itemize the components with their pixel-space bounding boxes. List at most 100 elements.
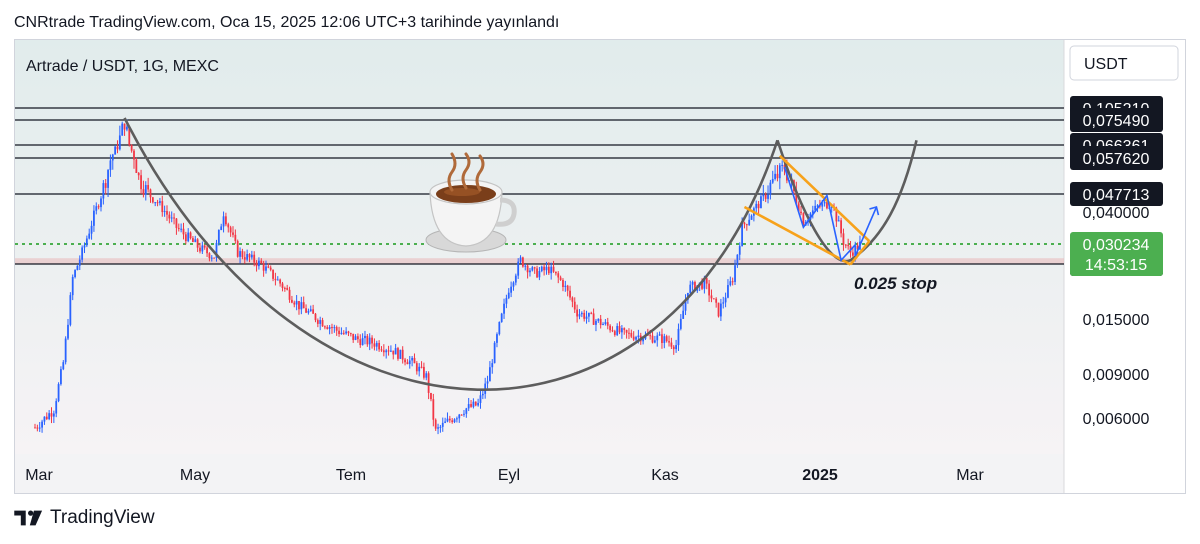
candle-body bbox=[321, 320, 324, 327]
candle-body bbox=[279, 279, 282, 284]
candle-body bbox=[526, 265, 529, 273]
candle-body bbox=[851, 252, 854, 256]
candle-body bbox=[375, 342, 378, 347]
candle-body bbox=[573, 301, 576, 310]
candle-body bbox=[76, 265, 79, 271]
candle-body bbox=[533, 267, 536, 269]
candle-body bbox=[111, 154, 114, 161]
candle-body bbox=[170, 217, 173, 219]
candle-body bbox=[208, 253, 211, 259]
candle-body bbox=[729, 281, 732, 286]
candle-body bbox=[757, 203, 760, 209]
candle-body bbox=[444, 421, 447, 423]
candle-body bbox=[731, 281, 734, 283]
candle-body bbox=[762, 194, 765, 197]
candle-body bbox=[677, 328, 680, 346]
candle-body bbox=[503, 303, 505, 314]
candle-body bbox=[243, 257, 246, 260]
candle-body bbox=[300, 302, 303, 310]
x-tick-label: Kas bbox=[651, 467, 679, 484]
candle-body bbox=[93, 210, 95, 226]
candle-body bbox=[613, 331, 616, 335]
candle-body bbox=[78, 259, 81, 266]
candle-body bbox=[62, 362, 65, 370]
candle-body bbox=[130, 145, 133, 151]
candle-body bbox=[767, 194, 769, 199]
wedge-apex bbox=[849, 240, 871, 266]
candle-body bbox=[305, 308, 307, 313]
stop-annotation: 0.025 stop bbox=[854, 274, 937, 293]
candle-body bbox=[769, 182, 772, 195]
candle-body bbox=[210, 257, 213, 259]
candle-body bbox=[215, 242, 218, 259]
candle-body bbox=[48, 413, 51, 420]
candle-body bbox=[316, 320, 319, 324]
y-tick-label: 0,040000 bbox=[1083, 205, 1150, 222]
candle-body bbox=[246, 254, 249, 260]
candle-body bbox=[724, 297, 727, 303]
candle-body bbox=[599, 318, 602, 325]
candle-body bbox=[682, 310, 685, 319]
candle-body bbox=[192, 238, 194, 242]
candle-body bbox=[361, 338, 364, 346]
candle-body bbox=[602, 323, 604, 325]
candle-body bbox=[390, 350, 392, 352]
currency-button[interactable]: USDT bbox=[1069, 45, 1179, 81]
candle-body bbox=[592, 313, 595, 325]
candle-body bbox=[750, 215, 753, 220]
candle-body bbox=[229, 227, 232, 233]
candle-body bbox=[133, 150, 135, 160]
candle-body bbox=[854, 245, 857, 256]
candle-body bbox=[684, 299, 687, 311]
candle-body bbox=[213, 257, 216, 259]
candle-body bbox=[778, 165, 781, 179]
candle-body bbox=[616, 326, 619, 335]
candle-body bbox=[672, 346, 675, 350]
candle-body bbox=[380, 349, 383, 351]
candle-body bbox=[811, 210, 814, 214]
candle-body bbox=[472, 401, 475, 407]
candle-body bbox=[194, 239, 197, 242]
candle-body bbox=[630, 332, 633, 337]
candle-body bbox=[569, 290, 571, 298]
candle-body bbox=[620, 328, 623, 333]
candle-body bbox=[470, 404, 472, 407]
candle-body bbox=[260, 260, 263, 264]
candle-body bbox=[734, 265, 736, 282]
candle-body bbox=[514, 275, 517, 283]
candle-body bbox=[57, 384, 60, 402]
candle-body bbox=[467, 404, 470, 409]
candle-body bbox=[85, 238, 88, 246]
level-price-label: 0,057620 bbox=[1083, 151, 1150, 168]
candle-body bbox=[366, 335, 369, 345]
tradingview-logo-icon bbox=[14, 510, 43, 526]
candle-body bbox=[611, 330, 614, 332]
candle-body bbox=[715, 298, 718, 303]
candle-body bbox=[576, 309, 579, 317]
candle-body bbox=[217, 229, 220, 243]
candle-body bbox=[368, 337, 371, 345]
current-price-badge bbox=[1070, 232, 1163, 276]
candle-body bbox=[722, 302, 725, 304]
candle-body bbox=[253, 254, 256, 263]
candle-body bbox=[100, 198, 102, 208]
y-tick-label: 0,015000 bbox=[1083, 312, 1150, 329]
candle-body bbox=[154, 202, 157, 204]
candle-body bbox=[649, 335, 652, 337]
candle-body bbox=[116, 146, 119, 150]
candle-body bbox=[114, 146, 117, 155]
candle-body bbox=[519, 257, 522, 262]
candle-body bbox=[571, 297, 574, 302]
candle-body bbox=[227, 224, 230, 228]
candle-body bbox=[262, 263, 265, 271]
candle-body bbox=[453, 419, 456, 423]
candle-body bbox=[357, 336, 359, 340]
candle-body bbox=[123, 123, 126, 130]
candle-body bbox=[743, 222, 746, 225]
candle-body bbox=[50, 413, 53, 417]
candle-body bbox=[708, 283, 711, 296]
candle-body bbox=[151, 197, 154, 203]
candle-body bbox=[302, 302, 305, 309]
candle-body bbox=[460, 414, 463, 416]
